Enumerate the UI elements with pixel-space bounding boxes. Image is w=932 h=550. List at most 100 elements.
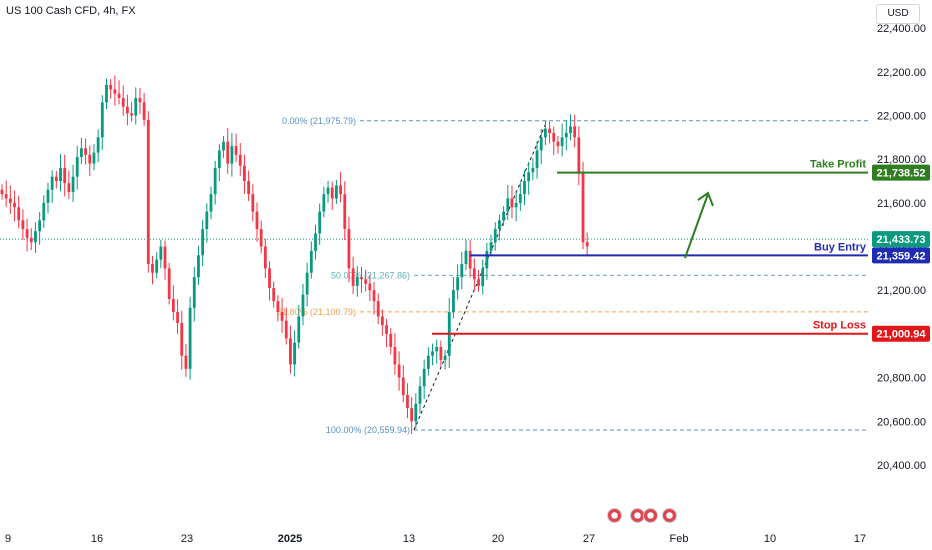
candlestick-series — [0, 75, 589, 435]
candle-body — [301, 294, 305, 317]
candle-body — [418, 386, 422, 404]
candle-body — [401, 377, 405, 396]
candle-body — [523, 181, 526, 195]
candle-body — [276, 301, 280, 313]
candle-body — [393, 347, 397, 365]
candle-body — [130, 113, 133, 116]
candle-body — [88, 154, 92, 164]
candle-body — [251, 194, 255, 212]
candle-body — [506, 198, 510, 212]
candle-body — [138, 98, 142, 103]
candle-body — [184, 355, 188, 369]
candle-body — [426, 355, 430, 369]
candle-body — [385, 325, 388, 334]
x-tick-label: 10 — [764, 533, 776, 545]
candle-body — [297, 316, 301, 343]
fib-level-label: 61.80% (21,100.79) — [277, 307, 356, 317]
candle-body — [217, 150, 221, 168]
candle-body — [502, 211, 505, 221]
candle-body — [259, 229, 263, 247]
trade-level-name: Take Profit — [810, 159, 866, 171]
y-tick-label: 21,600.00 — [877, 198, 926, 210]
candle-body — [59, 167, 62, 182]
candle-body — [121, 98, 125, 107]
candle-body — [42, 202, 46, 221]
candle-body — [155, 259, 159, 273]
candle-body — [389, 333, 393, 348]
y-tick-label: 22,200.00 — [877, 67, 926, 79]
y-tick-label: 20,800.00 — [877, 373, 926, 385]
candle-body — [355, 277, 359, 286]
x-tick-label: 13 — [403, 533, 415, 545]
candle-body — [280, 312, 284, 321]
x-tick-label: 27 — [583, 533, 595, 545]
candle-body — [347, 229, 351, 269]
candle-body — [272, 288, 276, 302]
candle-body — [527, 172, 531, 182]
candle-body — [560, 137, 564, 147]
candle-body — [498, 220, 501, 230]
candle-body — [556, 141, 560, 147]
x-tick-label: 2025 — [278, 533, 302, 545]
candle-body — [305, 272, 309, 295]
candle-body — [518, 194, 522, 203]
trade-level-name: Stop Loss — [813, 320, 866, 332]
candle-body — [171, 298, 175, 313]
price-tags: 21,738.52 21,359.42 21,000.94 21,433.73 — [872, 164, 930, 342]
candle-body — [226, 141, 230, 164]
candle-body — [146, 119, 150, 265]
candle-body — [84, 148, 87, 155]
candle-body — [54, 176, 58, 182]
candle-body — [167, 268, 171, 299]
us-flag-icon[interactable] — [662, 508, 677, 523]
y-tick-label: 20,400.00 — [877, 460, 926, 472]
candle-body — [180, 322, 184, 356]
candle-body — [25, 229, 29, 238]
fib-level-label: 50.00% (21,267.86) — [331, 270, 410, 280]
currency-button[interactable]: USD — [876, 4, 920, 24]
candle-body — [96, 137, 100, 153]
us-flag-icon[interactable] — [643, 508, 658, 523]
candle-body — [29, 237, 33, 243]
y-tick-label: 22,000.00 — [877, 111, 926, 123]
x-tick-label: 23 — [181, 533, 193, 545]
candle-body — [100, 102, 104, 138]
candle-body — [364, 279, 368, 284]
candle-body — [201, 229, 205, 256]
candle-body — [435, 347, 439, 352]
candle-body — [360, 277, 363, 280]
us-flag-icon[interactable] — [607, 508, 622, 523]
candle-body — [514, 202, 518, 208]
candle-body — [544, 128, 547, 138]
candle-body — [243, 165, 246, 182]
x-tick-label: 9 — [5, 533, 11, 545]
candle-body — [335, 185, 338, 199]
candle-body — [4, 194, 8, 199]
candle-body — [197, 255, 200, 278]
candle-body — [343, 194, 347, 230]
projection-arrow — [684, 193, 709, 259]
candle-body — [234, 146, 238, 155]
trade-levels: Take Profit Buy Entry Stop Loss — [432, 159, 868, 335]
candle-body — [552, 132, 556, 142]
candle-body — [510, 198, 514, 208]
candle-body — [531, 167, 535, 173]
fib-level-label: 100.00% (20,559.94) — [326, 425, 410, 435]
candle-body — [577, 137, 581, 173]
candle-body — [113, 89, 117, 94]
price-tag-label: 21,000.94 — [877, 329, 927, 341]
candle-body — [368, 283, 372, 291]
candle-body — [326, 187, 330, 195]
x-tick-label: 17 — [854, 533, 866, 545]
fib-trend-line — [413, 120, 548, 431]
candle-body — [71, 176, 75, 192]
y-tick-label: 22,400.00 — [877, 23, 926, 35]
candle-body — [92, 152, 96, 164]
candle-body — [105, 84, 108, 103]
candle-body — [117, 93, 121, 99]
candle-body — [80, 148, 83, 157]
price-tag — [872, 247, 930, 264]
price-tag — [872, 164, 930, 181]
candle-body — [351, 268, 355, 286]
